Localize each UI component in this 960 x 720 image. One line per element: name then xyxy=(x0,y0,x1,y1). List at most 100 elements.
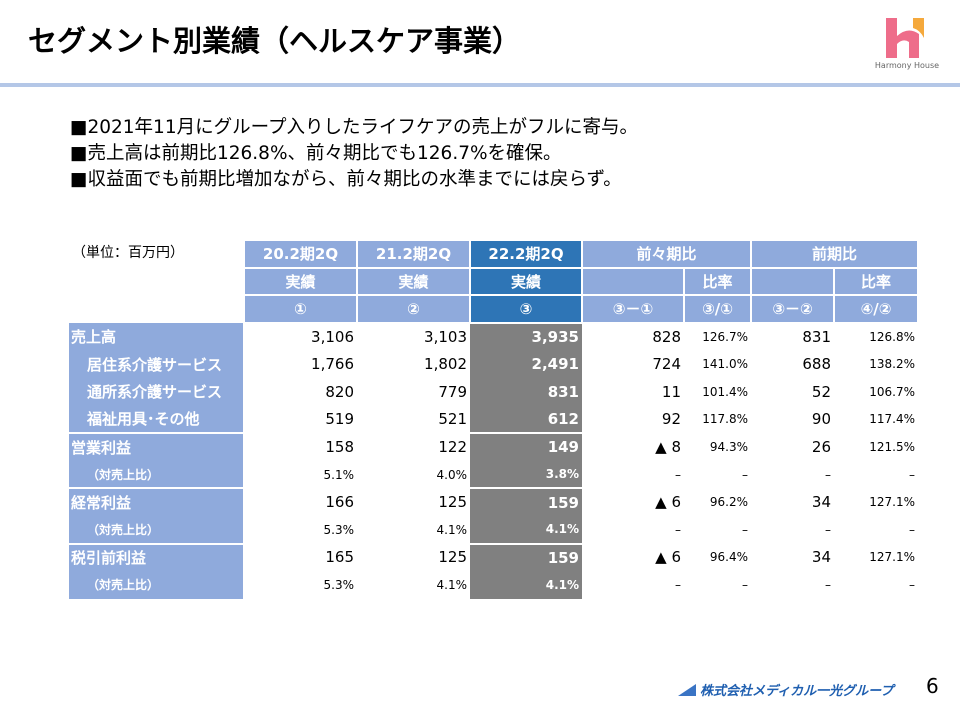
row-label: （対売上比） xyxy=(69,460,245,489)
row-label: 経常利益 xyxy=(69,487,245,516)
col-index: ③－① xyxy=(581,294,685,324)
table-cell: – xyxy=(909,467,916,482)
table-cell: 820 xyxy=(325,382,354,401)
table-cell: ▲ 8 xyxy=(655,437,681,456)
table-cell: 94.3% xyxy=(709,439,749,454)
table-cell: 1,802 xyxy=(424,355,467,374)
table-cell: 4.1% xyxy=(436,522,468,537)
table-cell: 159 xyxy=(470,487,582,516)
table-cell: – xyxy=(909,577,916,592)
table-cell: 26 xyxy=(811,437,832,456)
col-index: ③/① xyxy=(682,294,753,324)
table-cell: 96.2% xyxy=(709,495,749,510)
harmony-house-logo xyxy=(886,18,924,58)
col-subheader: 比率 xyxy=(682,266,753,297)
table-cell: 90 xyxy=(811,410,832,429)
row-label: 福祉用具･その他 xyxy=(69,405,245,434)
table-cell: 4.1% xyxy=(470,571,582,599)
col-index: ④/② xyxy=(833,294,920,324)
table-cell: 122 xyxy=(438,437,467,456)
header-rule xyxy=(0,83,960,87)
table-row: 営業利益 158 122 149 ▲ 8 94.3% 26 121.5% xyxy=(69,432,918,461)
table-cell: 3.8% xyxy=(470,460,582,489)
table-cell: 117.4% xyxy=(869,412,916,427)
segment-results-table: （単位：百万円） 20.2期2Q 21.2期2Q 22.2期2Q 前々期比 前期… xyxy=(69,239,920,599)
table-cell: 5.3% xyxy=(323,577,355,592)
table-cell: – xyxy=(742,467,749,482)
table-cell: – xyxy=(825,522,832,537)
table-cell: – xyxy=(825,577,832,592)
row-label: 売上高 xyxy=(69,322,245,351)
bullet-item: ■2021年11月にグループ入りしたライフケアの売上がフルに寄与。 xyxy=(70,117,638,138)
table-cell: 1,766 xyxy=(311,355,354,374)
table-cell: 831 xyxy=(802,328,832,347)
col-index: ② xyxy=(356,294,471,324)
bullet-item: ■売上高は前期比126.8%、前々期比でも126.7%を確保。 xyxy=(70,143,562,164)
table-row: 通所系介護サービス 820 779 831 11 101.4% 52 106.7% xyxy=(69,377,918,406)
bullet-item: ■収益面でも前期比増加ながら、前々期比の水準までには戻らず。 xyxy=(70,169,622,190)
table-cell: 165 xyxy=(325,548,354,567)
col-subheader: 実績 xyxy=(469,266,583,297)
table-cell: 158 xyxy=(325,437,354,456)
table-cell: 612 xyxy=(470,405,582,434)
table-cell: 92 xyxy=(661,410,681,429)
table-cell: 34 xyxy=(811,548,832,567)
table-row: 福祉用具･その他 519 521 612 92 117.8% 90 117.4% xyxy=(69,405,918,434)
table-cell: 5.1% xyxy=(323,467,355,482)
row-label: 営業利益 xyxy=(69,432,245,461)
col-subheader: 実績 xyxy=(356,266,471,297)
page-title: セグメント別業績（ヘルスケア事業） xyxy=(28,24,522,58)
group-header: 前期比 xyxy=(750,239,920,269)
table-row: 税引前利益 165 125 159 ▲ 6 96.4% 34 127.1% xyxy=(69,542,918,572)
table-cell: 166 xyxy=(325,493,354,512)
table-cell: – xyxy=(909,522,916,537)
col-index: ① xyxy=(243,294,358,324)
row-label: 通所系介護サービス xyxy=(69,377,245,406)
table-cell: 3,106 xyxy=(311,328,354,347)
table-cell: 96.4% xyxy=(709,550,749,565)
bullet-list: ■2021年11月にグループ入りしたライフケアの売上がフルに寄与。 ■売上高は前… xyxy=(70,115,638,193)
table-cell: 3,935 xyxy=(470,322,582,351)
table-row: （対売上比） 5.1% 4.0% 3.8% – – – – xyxy=(69,460,918,489)
row-label: 居住系介護サービス xyxy=(69,350,245,378)
col-header: 20.2期2Q xyxy=(243,239,358,269)
table-cell: 138.2% xyxy=(869,357,916,372)
table-cell: – xyxy=(675,577,681,592)
logo-text: Harmony House xyxy=(874,61,940,70)
group-header: 前々期比 xyxy=(580,239,753,269)
table-cell: 117.8% xyxy=(702,412,749,427)
table-cell: 106.7% xyxy=(869,384,916,399)
table-cell: 5.3% xyxy=(323,522,355,537)
table-cell: 159 xyxy=(470,542,582,572)
table-cell: 149 xyxy=(470,432,582,461)
page-number: 6 xyxy=(926,674,939,698)
table-cell: 121.5% xyxy=(869,439,916,454)
table-cell: – xyxy=(675,522,681,537)
table-cell: ▲ 6 xyxy=(655,493,681,512)
company-logo: 株式会社メディカル一光グループ xyxy=(678,680,893,699)
row-label: （対売上比） xyxy=(69,571,245,599)
table-cell: – xyxy=(742,522,749,537)
table-cell: 126.8% xyxy=(869,330,916,345)
table-cell: 831 xyxy=(470,377,582,406)
company-mark-icon xyxy=(678,684,696,696)
table-cell: 4.1% xyxy=(470,515,582,544)
table-cell: 141.0% xyxy=(702,357,749,372)
table-row: （対売上比） 5.3% 4.1% 4.1% – – – – xyxy=(69,571,918,599)
table-cell: 521 xyxy=(438,410,467,429)
table-cell: 724 xyxy=(652,355,681,374)
table-cell: – xyxy=(675,467,681,482)
table-cell: 127.1% xyxy=(869,550,916,565)
table-cell: 2,491 xyxy=(470,350,582,378)
col-subheader: 実績 xyxy=(243,266,358,297)
col-header-current: 22.2期2Q xyxy=(469,239,583,269)
table-cell: 688 xyxy=(802,355,832,374)
table-cell: 3,103 xyxy=(424,328,467,347)
table-row: 居住系介護サービス 1,766 1,802 2,491 724 141.0% 688 138.… xyxy=(69,350,918,378)
table-cell: – xyxy=(742,577,749,592)
table-cell: 34 xyxy=(811,493,832,512)
col-index: ③ xyxy=(469,294,583,324)
table-cell: – xyxy=(825,467,832,482)
table-cell: 828 xyxy=(652,328,681,347)
table-row: （対売上比） 5.3% 4.1% 4.1% – – – – xyxy=(69,515,918,544)
